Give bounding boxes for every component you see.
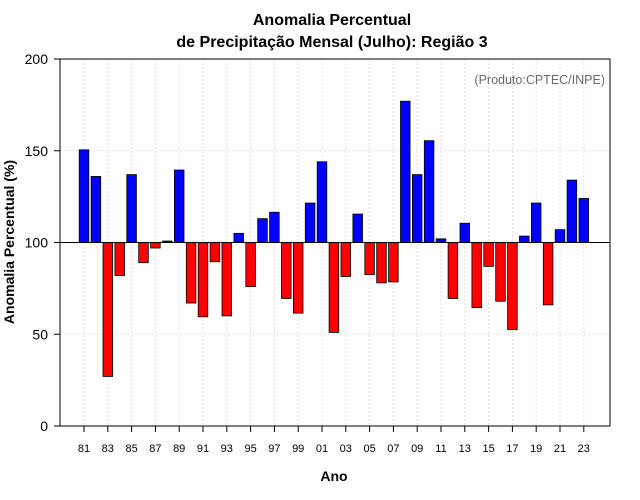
x-tick-label: 07 bbox=[387, 443, 399, 455]
bar-03 bbox=[340, 242, 352, 277]
bar-82 bbox=[90, 176, 102, 243]
y-axis-label: Anomalia Percentual (%) bbox=[1, 160, 17, 324]
bar-07 bbox=[388, 242, 399, 283]
x-tick-label: 81 bbox=[78, 443, 90, 455]
bar-98 bbox=[281, 242, 292, 299]
bar-00 bbox=[304, 202, 316, 243]
bar-01 bbox=[316, 161, 328, 243]
x-tick-label: 15 bbox=[482, 443, 494, 455]
x-tick-label: 91 bbox=[197, 443, 209, 455]
y-axis: 0 50 100 150 200 bbox=[25, 51, 60, 434]
bar-06 bbox=[376, 242, 387, 284]
x-tick-label: 99 bbox=[292, 443, 304, 455]
y-tick-label: 150 bbox=[25, 143, 49, 159]
chart-subtitle: de Precipitação Mensal (Julho): Região 3 bbox=[176, 34, 487, 51]
bar-10 bbox=[423, 140, 435, 243]
x-tick-label: 17 bbox=[506, 443, 518, 455]
x-tick-label: 11 bbox=[435, 443, 446, 455]
bar-22 bbox=[566, 179, 578, 243]
bar-05 bbox=[364, 242, 375, 276]
x-tick-label: 19 bbox=[530, 443, 542, 455]
x-tick-label: 97 bbox=[268, 443, 280, 455]
bar-19 bbox=[531, 202, 542, 243]
x-tick-label: 93 bbox=[221, 443, 233, 455]
bar-95 bbox=[245, 242, 256, 287]
x-tick-label: 95 bbox=[244, 443, 256, 455]
grid bbox=[60, 59, 610, 426]
bar-15 bbox=[483, 242, 494, 267]
bar-16 bbox=[495, 242, 506, 302]
bar-09 bbox=[411, 174, 423, 243]
bar-81 bbox=[78, 149, 90, 243]
y-tick-label: 50 bbox=[32, 326, 48, 342]
bar-93 bbox=[221, 242, 233, 317]
bar-92 bbox=[209, 242, 221, 263]
x-tick-label: 21 bbox=[554, 443, 566, 455]
x-tick-label: 89 bbox=[173, 443, 185, 455]
x-tick-label: 05 bbox=[363, 443, 375, 455]
bar-85 bbox=[126, 174, 137, 243]
bar-08 bbox=[400, 100, 411, 243]
x-tick-label: 87 bbox=[149, 443, 161, 455]
x-tick-label: 09 bbox=[411, 443, 423, 455]
bar-12 bbox=[447, 242, 459, 299]
bar-89 bbox=[173, 169, 185, 243]
y-tick-label: 200 bbox=[25, 51, 49, 67]
x-tick-label: 85 bbox=[125, 443, 137, 455]
x-tick-label: 83 bbox=[102, 443, 114, 455]
source-annotation: (Produto:CPTEC/INPE) bbox=[474, 73, 605, 87]
bar-17 bbox=[507, 242, 518, 331]
x-tick-label: 01 bbox=[316, 443, 328, 455]
bar-21 bbox=[554, 229, 566, 243]
bar-96 bbox=[257, 218, 268, 243]
bar-11 bbox=[435, 238, 447, 243]
bar-23 bbox=[578, 198, 590, 243]
bar-97 bbox=[269, 211, 280, 243]
x-axis: 81 83 85 87 89 91 93 95 97 99 01 03 05 07 09 11 13 15 17 19… bbox=[78, 426, 590, 455]
bar-99 bbox=[292, 242, 304, 314]
x-axis-label: Ano bbox=[320, 468, 347, 484]
y-tick-label: 100 bbox=[25, 235, 49, 251]
bar-02 bbox=[328, 242, 340, 333]
bar-91 bbox=[197, 242, 209, 318]
bar-84 bbox=[114, 242, 125, 276]
x-tick-label: 13 bbox=[459, 443, 471, 455]
bar-04 bbox=[352, 213, 363, 243]
bar-87 bbox=[150, 242, 161, 249]
bar-18 bbox=[519, 235, 530, 243]
bar-83 bbox=[102, 242, 114, 377]
bar-14 bbox=[471, 242, 482, 309]
bar-20 bbox=[542, 242, 554, 306]
bar-94 bbox=[233, 232, 244, 243]
bar-90 bbox=[185, 242, 197, 304]
x-tick-label: 23 bbox=[578, 443, 590, 455]
bar-13 bbox=[459, 222, 471, 243]
y-tick-label: 0 bbox=[40, 418, 48, 434]
chart-title: Anomalia Percentual bbox=[253, 12, 411, 29]
bar-86 bbox=[138, 242, 149, 264]
x-tick-label: 03 bbox=[340, 443, 352, 455]
